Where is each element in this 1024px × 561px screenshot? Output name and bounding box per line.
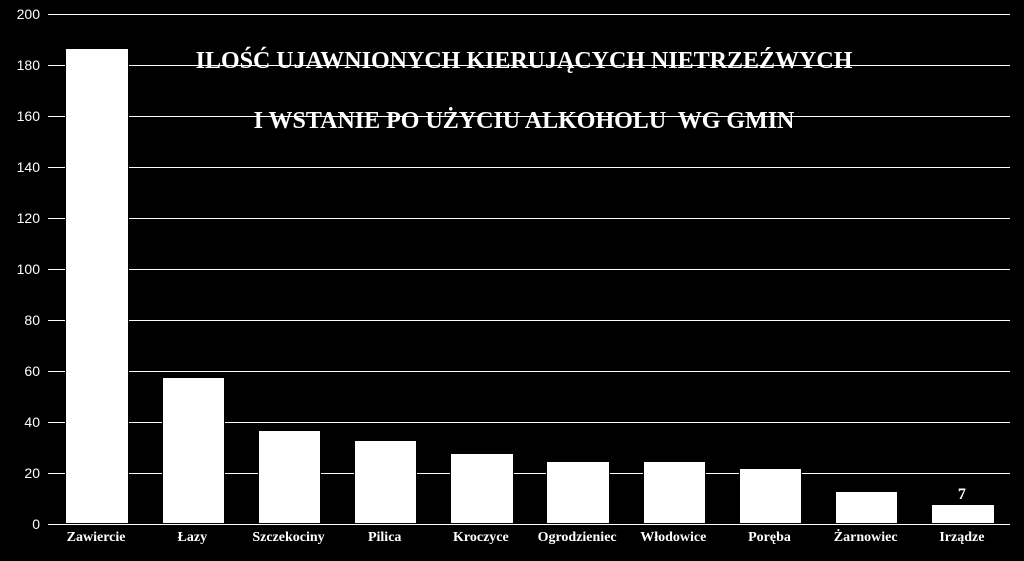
x-tick-label: Pilica (368, 524, 401, 546)
y-tick-label: 180 (17, 57, 48, 73)
gridline (48, 65, 1010, 66)
bar (739, 468, 803, 524)
chart-container: ILOŚĆ UJAWNIONYCH KIERUJĄCYCH NIETRZEŹWY… (0, 0, 1024, 561)
y-tick-label: 40 (24, 414, 48, 430)
gridline (48, 371, 1010, 372)
bar (643, 461, 707, 524)
gridline (48, 218, 1010, 219)
y-tick-label: 0 (32, 516, 48, 532)
bar (450, 453, 514, 524)
y-tick-label: 200 (17, 6, 48, 22)
x-tick-label: Kroczyce (453, 524, 509, 546)
x-tick-label: Irządze (939, 524, 984, 546)
bar (162, 377, 226, 524)
x-tick-label: Łazy (178, 524, 208, 546)
bar (931, 504, 995, 524)
y-tick-label: 80 (24, 312, 48, 328)
plot-area: 020406080100120140160180200ZawiercieŁazy… (48, 14, 1010, 524)
gridline (48, 320, 1010, 321)
x-tick-label: Żarnowiec (834, 524, 898, 546)
bar (65, 48, 129, 524)
bar-value-label: 7 (931, 486, 993, 504)
x-tick-label: Włodowice (640, 524, 706, 546)
bar (354, 440, 418, 524)
bar (835, 491, 899, 524)
y-tick-label: 140 (17, 159, 48, 175)
x-tick-label: Poręba (748, 524, 791, 546)
y-tick-label: 60 (24, 363, 48, 379)
bar (258, 430, 322, 524)
gridline (48, 167, 1010, 168)
y-tick-label: 120 (17, 210, 48, 226)
gridline (48, 269, 1010, 270)
gridline (48, 116, 1010, 117)
x-tick-label: Zawiercie (67, 524, 126, 546)
bar (546, 461, 610, 524)
gridline (48, 14, 1010, 15)
x-tick-label: Szczekociny (252, 524, 324, 546)
y-tick-label: 100 (17, 261, 48, 277)
x-tick-label: Ogrodzieniec (538, 524, 617, 546)
y-tick-label: 160 (17, 108, 48, 124)
y-tick-label: 20 (24, 465, 48, 481)
